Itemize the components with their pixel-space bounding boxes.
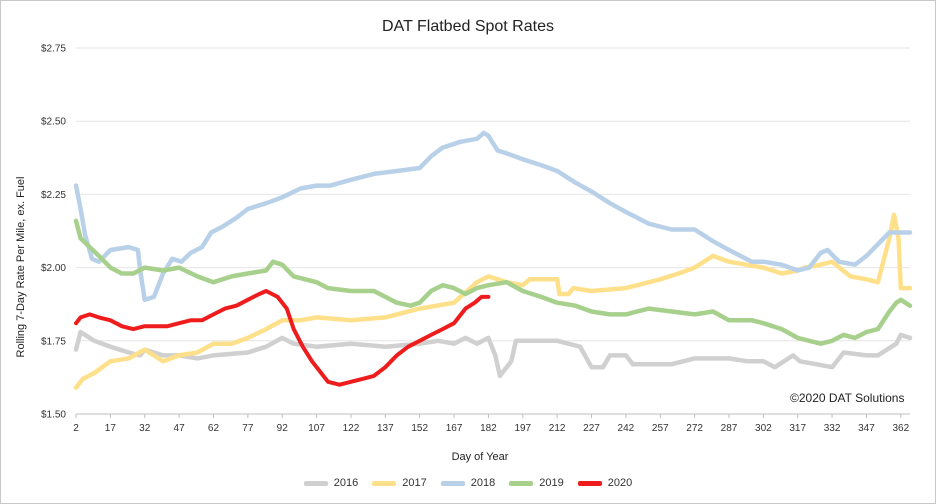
x-tick-label: 152 <box>411 423 428 434</box>
x-tick-label: 77 <box>242 423 254 434</box>
legend-swatch <box>372 480 397 486</box>
x-tick-label: 287 <box>721 423 738 434</box>
y-tick-label: $2.75 <box>41 44 66 55</box>
legend-label: 2017 <box>402 477 427 489</box>
x-tick-label: 197 <box>514 423 531 434</box>
x-tick-label: 62 <box>208 423 220 434</box>
y-tick-label: $2.25 <box>41 190 66 201</box>
x-tick-label: 272 <box>686 423 703 434</box>
series-line-2019 <box>73 218 913 346</box>
legend-item-2016: 2016 <box>303 477 359 489</box>
series-line-2018 <box>73 130 913 303</box>
series-line-2017 <box>73 212 913 390</box>
x-tick-label: 302 <box>755 423 772 434</box>
copyright-text: ©2020 DAT Solutions <box>790 391 905 405</box>
legend-swatch <box>509 480 534 486</box>
x-tick-label: 167 <box>446 423 463 434</box>
x-tick-label: 242 <box>618 423 635 434</box>
x-tick-label: 2 <box>73 423 79 434</box>
x-tick-label: 257 <box>652 423 669 434</box>
legend-item-2020: 2020 <box>577 477 633 489</box>
x-tick-label: 92 <box>277 423 289 434</box>
x-tick-label: 182 <box>480 423 497 434</box>
x-tick-label: 227 <box>583 423 600 434</box>
legend-label: 2018 <box>470 477 496 489</box>
x-axis-label: Day of Year <box>452 451 509 463</box>
y-tick-label: $2.50 <box>41 117 66 128</box>
legend-swatch <box>440 480 465 486</box>
legend-label: 2020 <box>607 477 633 489</box>
x-tick-label: 212 <box>549 423 566 434</box>
legend: 2016 2017 2018 2019 2020 <box>0 477 936 489</box>
x-tick-label: 362 <box>892 423 909 434</box>
x-tick-label: 317 <box>789 423 806 434</box>
chart-title: DAT Flatbed Spot Rates <box>382 18 554 35</box>
x-tick-label: 347 <box>858 423 875 434</box>
x-tick-label: 122 <box>343 423 360 434</box>
series-line-2016 <box>73 329 913 379</box>
y-tick-label: $1.50 <box>41 410 66 421</box>
legend-swatch <box>303 480 328 486</box>
x-tick-label: 17 <box>105 423 117 434</box>
legend-label: 2019 <box>539 477 564 489</box>
legend-item-2017: 2017 <box>372 477 427 489</box>
x-tick-label: 107 <box>308 423 325 434</box>
series-line-2020 <box>74 289 491 387</box>
x-tick-label: 47 <box>174 423 186 434</box>
y-tick-label: $1.75 <box>41 336 66 347</box>
legend-item-2019: 2019 <box>509 477 564 489</box>
legend-label: 2016 <box>333 477 359 489</box>
y-axis-label: Rolling 7-Day Rate Per Mile, ex. Fuel <box>15 177 27 358</box>
x-tick-label: 332 <box>824 423 841 434</box>
x-tick-label: 32 <box>139 423 151 434</box>
x-tick-label: 137 <box>377 423 394 434</box>
legend-swatch <box>577 480 602 486</box>
legend-item-2018: 2018 <box>440 477 496 489</box>
y-tick-label: $2.00 <box>41 263 66 274</box>
